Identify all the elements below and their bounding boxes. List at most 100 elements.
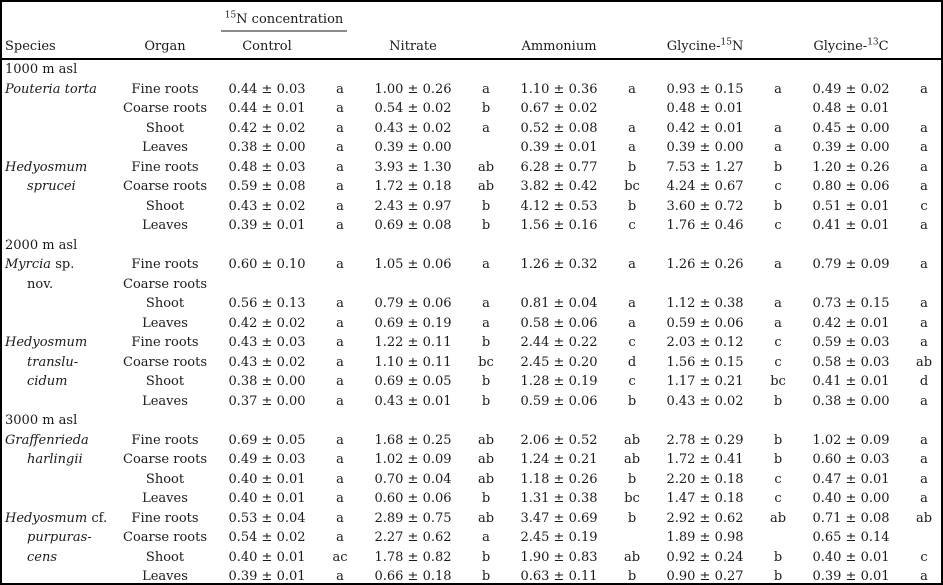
value-cell: 1.68 ± 0.25 <box>374 432 452 448</box>
value-cell: 2.45 ± 0.20 <box>520 354 598 370</box>
sig-letter: a <box>336 491 344 506</box>
value-cell: 0.70 ± 0.04 <box>374 471 452 487</box>
value-cell: 0.48 ± 0.01 <box>666 101 744 116</box>
data-row: Shoot 0.43 ± 0.02 a 2.43 ± 0.97 b 4.12 ± 0.53… <box>2 197 941 217</box>
sig-letter: bc <box>770 374 786 389</box>
sig-letter: c <box>774 179 782 194</box>
sig-letter: c <box>628 335 636 350</box>
species-name-segment: harlingii <box>27 452 83 467</box>
data-row: harlingii Coarse roots 0.49 ± 0.03 a 1.02 ± … <box>2 450 941 470</box>
value-cell: 1.90 ± 0.83 <box>520 549 598 565</box>
organ-cell: Coarse roots <box>123 354 207 370</box>
sig-letter: b <box>481 491 491 506</box>
sig-letter: bc <box>624 491 640 506</box>
sig-letter: a <box>920 140 928 155</box>
value-cell: 0.69 ± 0.05 <box>228 432 306 448</box>
value-cell: 0.79 ± 0.09 <box>812 257 890 272</box>
sig-letter: a <box>920 315 928 331</box>
species-cell <box>2 216 119 236</box>
species-cell: harlingii <box>2 450 119 470</box>
column-header-nitrate: Nitrate <box>357 32 469 60</box>
data-row: Leaves 0.40 ± 0.01 a 0.60 ± 0.06 b 1.31 ± 0.3… <box>2 489 941 509</box>
value-cell: 0.56 ± 0.13 <box>228 296 306 311</box>
organ-cell: Leaves <box>142 491 188 506</box>
organ-cell: Fine roots <box>131 257 199 272</box>
species-cell: sprucei <box>2 177 119 197</box>
sig-letter <box>615 528 649 548</box>
column-header-glycine-15-letter-spacer <box>761 32 795 60</box>
value-cell: 1.31 ± 0.38 <box>520 491 598 506</box>
species-name-segment: sp. <box>51 257 75 272</box>
sig-letter: ab <box>915 510 933 526</box>
value-cell: 0.59 ± 0.06 <box>520 393 598 409</box>
sig-letter: a <box>336 315 344 331</box>
data-row: sprucei Coarse roots 0.59 ± 0.08 a 1.72 ± 0.… <box>2 177 941 197</box>
sig-letter: a <box>774 315 782 331</box>
value-cell: 3.82 ± 0.42 <box>520 179 598 194</box>
value-cell: 1.10 ± 0.36 <box>520 81 598 97</box>
column-header-ammonium: Ammonium <box>503 32 615 60</box>
species-cell: purpuras- <box>2 528 119 548</box>
sig-letter: a <box>336 510 344 526</box>
value-cell: 4.12 ± 0.53 <box>520 198 598 214</box>
value-cell: 0.53 ± 0.04 <box>228 510 306 526</box>
sig-letter: ab <box>623 452 641 467</box>
value-cell: 0.40 ± 0.01 <box>228 549 306 565</box>
species-cell <box>2 314 119 334</box>
value-cell: 0.69 ± 0.19 <box>374 315 452 331</box>
organ-cell: Shoot <box>145 549 185 565</box>
column-header-species: Species <box>2 32 119 60</box>
sig-letter: a <box>336 335 344 350</box>
table-header: 15N concentration Species Organ Control Nitr… <box>2 2 941 60</box>
sig-letter: b <box>481 101 491 116</box>
value-cell: 0.51 ± 0.01 <box>812 198 890 214</box>
value-cell: 2.20 ± 0.18 <box>666 471 744 487</box>
data-row: purpuras- Coarse roots 0.54 ± 0.02 a 2.27 ± … <box>2 528 941 548</box>
sig-letter: a <box>628 120 636 136</box>
value-cell: 0.47 ± 0.01 <box>812 471 890 487</box>
value-cell: 0.71 ± 0.08 <box>812 510 890 526</box>
column-header-glycine-15: Glycine-15N <box>649 32 761 60</box>
value-cell: 0.52 ± 0.08 <box>520 120 598 136</box>
value-cell: 1.76 ± 0.46 <box>666 218 744 233</box>
column-header-control-letter-spacer <box>323 32 357 60</box>
sig-letter: a <box>336 354 344 370</box>
data-row: Hedyosmum cf. Fine roots 0.53 ± 0.04 a 2.89 … <box>2 509 941 529</box>
sig-letter <box>469 138 503 158</box>
value-cell: 3.60 ± 0.72 <box>666 198 744 214</box>
species-cell: Hedyosmum <box>2 333 119 353</box>
value-cell <box>795 275 907 295</box>
sig-letter: ab <box>477 432 495 448</box>
value-cell: 2.06 ± 0.52 <box>520 432 598 448</box>
species-cell: Pouteria torta <box>2 80 119 100</box>
value-cell: 2.43 ± 0.97 <box>374 198 452 214</box>
sig-letter: a <box>920 393 928 409</box>
value-cell: 0.39 ± 0.00 <box>812 140 890 155</box>
species-name-segment: cf. <box>87 510 108 526</box>
value-cell: 0.39 ± 0.01 <box>228 569 306 584</box>
organ-cell: Shoot <box>145 120 185 136</box>
value-cell: 0.43 ± 0.02 <box>228 354 306 370</box>
sig-letter: a <box>336 530 344 545</box>
data-row: nov. Coarse roots <box>2 275 941 295</box>
value-cell: 0.40 ± 0.01 <box>228 471 306 487</box>
value-cell: 1.00 ± 0.26 <box>374 81 452 97</box>
sig-letter: d <box>627 354 637 370</box>
value-cell: 0.44 ± 0.01 <box>228 101 306 116</box>
value-cell: 0.48 ± 0.01 <box>812 101 890 116</box>
value-cell: 0.69 ± 0.08 <box>374 218 452 233</box>
sig-letter: ab <box>477 452 495 467</box>
sig-letter: b <box>773 452 783 467</box>
species-name-segment: Hedyosmum <box>5 159 88 175</box>
organ-cell: Shoot <box>145 198 185 214</box>
section-row: 2000 m asl <box>2 236 941 256</box>
sig-letter: b <box>481 218 491 233</box>
value-cell: 0.73 ± 0.15 <box>812 296 890 311</box>
sig-letter: b <box>773 569 783 584</box>
value-cell: 0.59 ± 0.06 <box>666 315 744 331</box>
sig-letter: b <box>627 510 637 526</box>
sig-letter: a <box>336 81 344 97</box>
value-cell: 1.18 ± 0.26 <box>520 471 598 487</box>
sig-letter: a <box>920 120 928 136</box>
